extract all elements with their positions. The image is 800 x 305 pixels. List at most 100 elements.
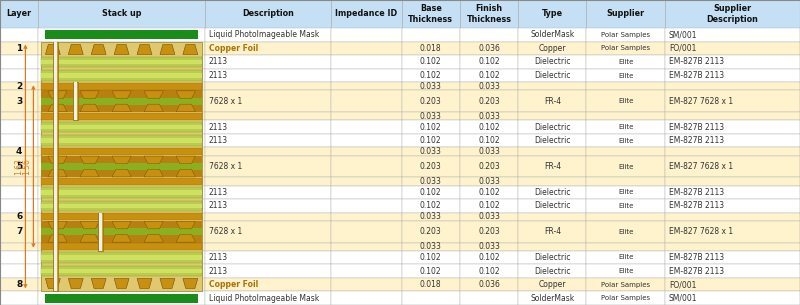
Text: 0.036: 0.036: [478, 44, 500, 53]
Text: 0.033: 0.033: [420, 112, 442, 121]
Bar: [0, 0, 38, 28]
Bar: [586, 69, 665, 82]
Polygon shape: [160, 45, 175, 55]
Bar: [53, 41, 58, 291]
Bar: [402, 278, 460, 291]
Text: FR-4: FR-4: [544, 97, 561, 106]
Text: 7: 7: [16, 227, 22, 236]
Text: Copper: Copper: [538, 280, 566, 289]
Text: Copper: Copper: [538, 44, 566, 53]
Text: Elite: Elite: [618, 268, 634, 274]
Text: Supplier: Supplier: [606, 9, 645, 19]
Text: 0.033: 0.033: [420, 82, 442, 91]
Bar: [0, 120, 38, 134]
Bar: [665, 69, 800, 82]
Polygon shape: [114, 45, 129, 55]
Bar: [205, 134, 331, 148]
Bar: [205, 0, 331, 28]
Bar: [460, 291, 518, 305]
Bar: [460, 251, 518, 264]
Bar: [460, 213, 518, 221]
Bar: [0, 278, 38, 291]
Text: 2113: 2113: [209, 201, 228, 210]
Bar: [0, 148, 38, 156]
Bar: [205, 120, 331, 134]
Bar: [331, 221, 402, 242]
Bar: [331, 55, 402, 69]
Text: 2113: 2113: [209, 57, 228, 66]
Bar: [665, 134, 800, 148]
Bar: [331, 264, 402, 278]
Bar: [0, 112, 38, 120]
Bar: [42, 156, 202, 178]
Bar: [331, 213, 402, 221]
Polygon shape: [144, 91, 163, 99]
Bar: [665, 41, 800, 55]
Bar: [518, 156, 586, 178]
Text: Elite: Elite: [618, 98, 634, 104]
Text: 0.102: 0.102: [420, 267, 442, 275]
Text: 7628 x 1: 7628 x 1: [209, 227, 242, 236]
Bar: [42, 221, 202, 242]
Bar: [460, 82, 518, 91]
Bar: [460, 69, 518, 82]
Polygon shape: [80, 169, 99, 177]
Text: Dielectric: Dielectric: [534, 253, 570, 262]
Bar: [665, 221, 800, 242]
Bar: [518, 278, 586, 291]
Bar: [42, 122, 202, 132]
Polygon shape: [112, 104, 131, 112]
Polygon shape: [183, 45, 198, 55]
Bar: [518, 213, 586, 221]
Bar: [0, 69, 38, 82]
Text: 2113: 2113: [209, 136, 228, 145]
Polygon shape: [112, 221, 131, 229]
Text: Dielectric: Dielectric: [534, 201, 570, 210]
Bar: [402, 41, 460, 55]
Text: 2113: 2113: [209, 267, 228, 275]
Bar: [586, 242, 665, 251]
Text: 0.102: 0.102: [420, 188, 442, 197]
Bar: [42, 135, 202, 146]
Bar: [0, 178, 38, 185]
Bar: [0, 156, 38, 178]
Polygon shape: [46, 278, 60, 289]
Bar: [54, 41, 57, 291]
Text: 1: 1: [16, 44, 22, 53]
Polygon shape: [112, 169, 131, 177]
Bar: [586, 120, 665, 134]
Bar: [518, 82, 586, 91]
Bar: [205, 178, 331, 185]
Bar: [402, 91, 460, 112]
Text: 0.033: 0.033: [478, 82, 500, 91]
Bar: [460, 242, 518, 251]
Bar: [0, 134, 38, 148]
Text: 0.102: 0.102: [478, 136, 500, 145]
Text: 0.203: 0.203: [420, 97, 442, 106]
Bar: [402, 112, 460, 120]
Text: EM-827 7628 x 1: EM-827 7628 x 1: [669, 97, 733, 106]
Text: EM-827B 2113: EM-827B 2113: [669, 123, 724, 132]
Bar: [586, 278, 665, 291]
Text: 0.102: 0.102: [478, 123, 500, 132]
Polygon shape: [48, 235, 67, 242]
Text: SM/001: SM/001: [669, 294, 698, 303]
Text: 0.033: 0.033: [420, 212, 442, 221]
Bar: [42, 59, 202, 64]
Text: Stack up: Stack up: [102, 9, 142, 19]
Bar: [665, 0, 800, 28]
Bar: [331, 199, 402, 213]
Bar: [665, 148, 800, 156]
Text: 0.033: 0.033: [420, 177, 442, 186]
Bar: [331, 156, 402, 178]
Bar: [665, 91, 800, 112]
Text: 0.203: 0.203: [478, 162, 500, 171]
Bar: [205, 199, 331, 213]
Text: EM-827B 2113: EM-827B 2113: [669, 267, 724, 275]
Text: Supplier
Description: Supplier Description: [706, 4, 758, 24]
Polygon shape: [48, 221, 67, 229]
Bar: [42, 163, 202, 170]
Text: Layer: Layer: [6, 9, 32, 19]
Polygon shape: [48, 104, 67, 112]
Bar: [42, 57, 202, 67]
